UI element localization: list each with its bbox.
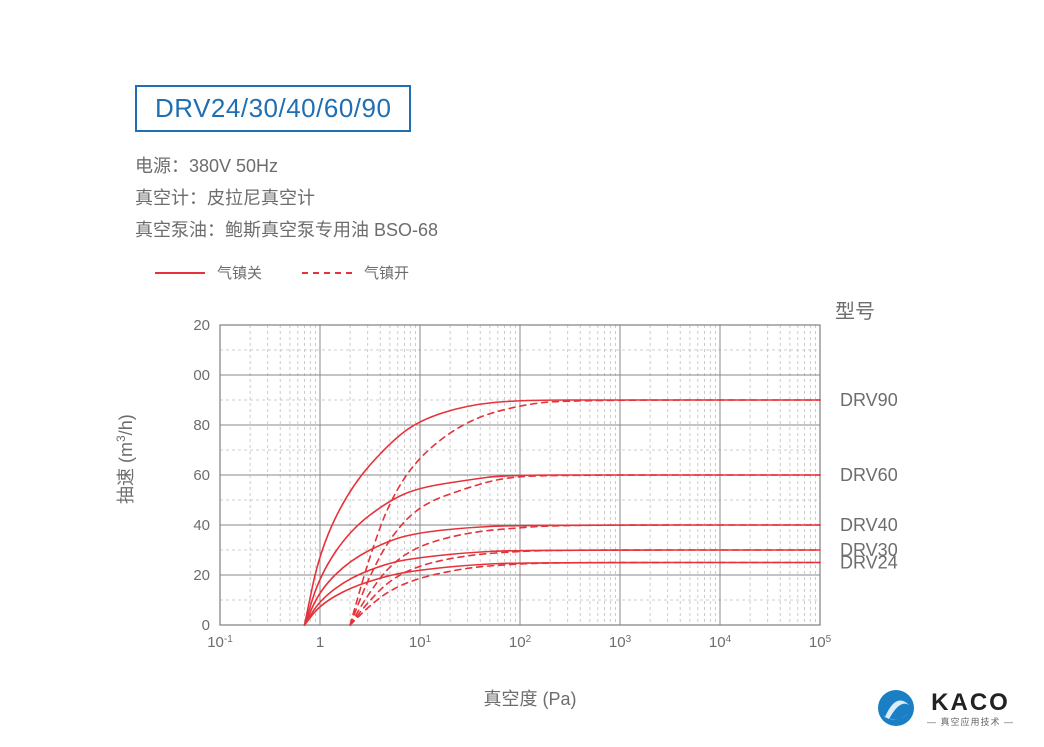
legend-open: 气镇开 <box>302 262 409 283</box>
svg-text:00: 00 <box>193 367 210 384</box>
info-block: 电源：380V 50Hz 真空计：皮拉尼真空计 真空泵油：鲍斯真空泵专用油 BS… <box>135 150 438 246</box>
svg-text:103: 103 <box>609 634 632 652</box>
svg-text:DRV90: DRV90 <box>840 390 898 410</box>
info-gauge: 真空计：皮拉尼真空计 <box>135 182 438 214</box>
brand-text: KACO — 真空应用技术 — <box>927 689 1014 728</box>
brand-name: KACO <box>927 689 1014 717</box>
brand-logo-icon <box>875 687 917 729</box>
ylabel-prefix: 抽速 (m <box>116 442 136 504</box>
info-gauge-value: 皮拉尼真空计 <box>207 188 315 208</box>
ylabel-sup: 3 <box>114 435 128 442</box>
info-power-value: 380V 50Hz <box>189 156 278 176</box>
svg-text:0: 0 <box>202 617 210 634</box>
info-oil-label: 真空泵油： <box>135 220 225 240</box>
svg-text:105: 105 <box>809 634 832 652</box>
svg-text:20: 20 <box>193 317 210 334</box>
legend-open-label: 气镇开 <box>364 262 409 283</box>
title-box: DRV24/30/40/60/90 <box>135 85 411 132</box>
info-power: 电源：380V 50Hz <box>135 150 438 182</box>
svg-text:10-1: 10-1 <box>207 634 233 652</box>
legend: 气镇关 气镇开 <box>155 262 449 283</box>
svg-text:80: 80 <box>193 417 210 434</box>
svg-text:20: 20 <box>193 567 210 584</box>
legend-closed-label: 气镇关 <box>217 262 262 283</box>
brand-sub: — 真空应用技术 — <box>927 715 1014 728</box>
svg-text:DRV40: DRV40 <box>840 515 898 535</box>
y-axis-label: 抽速 (m3/h) <box>112 414 138 504</box>
info-oil: 真空泵油：鲍斯真空泵专用油 BSO-68 <box>135 214 438 246</box>
title-text: DRV24/30/40/60/90 <box>155 93 391 123</box>
svg-text:104: 104 <box>709 634 732 652</box>
plot-area: 抽速 (m3/h) 020406080002010-11101102103104… <box>130 295 930 675</box>
chart-svg: 0 20 40 60 80 00 20 10-1 1 101 102 103 104 105 DRV90 DR… <box>130 295 930 665</box>
svg-text:40: 40 <box>193 517 210 534</box>
info-gauge-label: 真空计： <box>135 188 207 208</box>
svg-text:1: 1 <box>316 634 324 651</box>
svg-text:60: 60 <box>193 467 210 484</box>
svg-text:102: 102 <box>509 634 532 652</box>
info-power-label: 电源： <box>135 156 189 176</box>
svg-text:DRV24: DRV24 <box>840 553 898 573</box>
series-header: 型号 <box>835 295 875 324</box>
legend-closed: 气镇关 <box>155 262 262 283</box>
legend-dashed-swatch <box>302 272 352 274</box>
legend-solid-swatch <box>155 272 205 274</box>
page: DRV24/30/40/60/90 电源：380V 50Hz 真空计：皮拉尼真空… <box>0 0 1044 747</box>
x-axis-label: 真空度 (Pa) <box>483 685 576 711</box>
info-oil-value: 鲍斯真空泵专用油 BSO-68 <box>225 220 438 240</box>
svg-text:DRV60: DRV60 <box>840 465 898 485</box>
ylabel-suffix: /h) <box>116 414 136 435</box>
svg-text:101: 101 <box>409 634 432 652</box>
brand: KACO — 真空应用技术 — <box>875 687 1014 729</box>
